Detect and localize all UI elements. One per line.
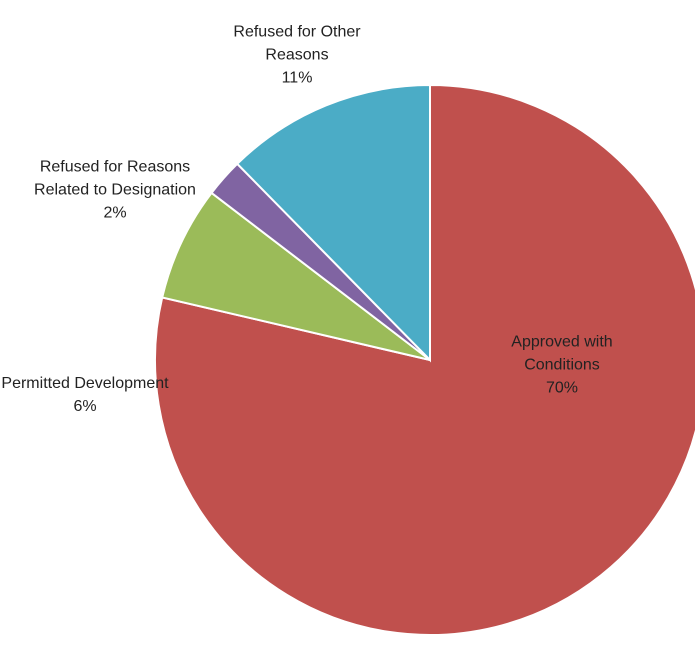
slice-label: Permitted Development 6% <box>0 372 190 418</box>
pie-slice <box>161 191 431 361</box>
category-label: Refused for Other Reasons <box>233 23 361 64</box>
category-label: Permitted Development <box>1 375 169 392</box>
category-label: Approved with Conditions <box>511 333 613 374</box>
value-label: 6% <box>73 398 97 415</box>
category-label: Refused for Reasons Related to Designati… <box>34 158 196 199</box>
pie-slice <box>154 83 695 636</box>
slice-label: Refused for Other Reasons 11% <box>192 21 402 90</box>
value-label: 2% <box>103 204 127 222</box>
value-label: 70% <box>545 379 579 397</box>
slice-label: Refused for Reasons Related to Designati… <box>10 156 220 225</box>
pie-slice <box>235 83 431 363</box>
value-label: 11% <box>281 69 313 87</box>
slice-label: Approved with Conditions 70% <box>457 331 667 400</box>
